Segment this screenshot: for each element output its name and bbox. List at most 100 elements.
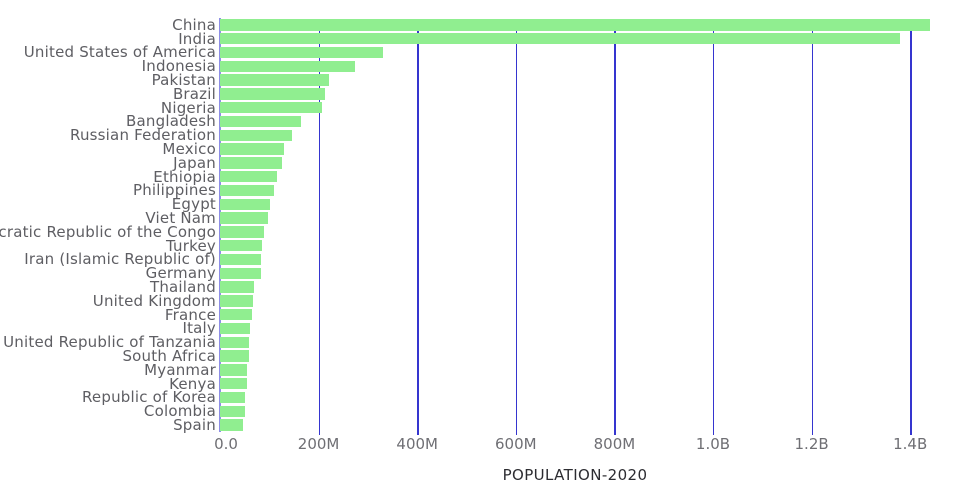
bar-row: United States of America <box>0 43 960 62</box>
population-bar <box>220 88 325 100</box>
gridline-400M <box>417 19 419 435</box>
population-bar <box>220 419 244 431</box>
population-bar <box>220 60 355 72</box>
x-tick-label: 600M <box>495 435 537 453</box>
country-label: India <box>178 29 216 48</box>
country-label: Kenya <box>169 374 216 393</box>
population-bar <box>220 101 322 114</box>
bar-row: Mexico <box>0 140 960 159</box>
x-axis-title: POPULATION-2020 <box>502 466 648 484</box>
x-tick-label: 400M <box>396 435 438 453</box>
population-bar <box>220 295 254 307</box>
population-bar <box>220 336 250 348</box>
bar-row: Bangladesh <box>0 112 960 131</box>
country-label: United Kingdom <box>92 291 216 310</box>
population-bar <box>220 308 253 321</box>
country-label: Democratic Republic of the Congo <box>0 222 216 241</box>
bar-row: Thailand <box>0 278 960 297</box>
population-bar <box>220 322 250 335</box>
bar-row: Nigeria <box>0 98 960 117</box>
bar-row: Pakistan <box>0 71 960 90</box>
bar-row: Iran (Islamic Republic of) <box>0 250 960 269</box>
country-label: Russian Federation <box>70 126 216 145</box>
country-label: Viet Nam <box>145 209 216 228</box>
population-bar <box>220 32 901 45</box>
country-label: Iran (Islamic Republic of) <box>24 250 216 269</box>
population-bar <box>220 226 265 238</box>
country-label: Colombia <box>143 402 216 421</box>
gridline-200M <box>318 19 320 435</box>
population-bar <box>220 212 268 224</box>
x-tick-label: 200M <box>297 435 340 453</box>
gridline-1400M <box>910 19 912 435</box>
population-bar <box>220 377 247 390</box>
gridline-800M <box>614 19 616 435</box>
population-bar <box>220 184 275 197</box>
population-bar <box>220 129 292 141</box>
population-bar <box>220 253 262 266</box>
population-bar <box>220 391 246 404</box>
population-bar <box>220 281 255 293</box>
country-label: Bangladesh <box>126 112 216 131</box>
population-bar <box>220 115 302 128</box>
country-label: Ethiopia <box>153 167 216 186</box>
population-bar <box>220 46 384 59</box>
population-bar <box>220 198 271 210</box>
bar-row: Russian Federation <box>0 126 960 145</box>
country-label: Spain <box>173 416 216 435</box>
bar-row: Turkey <box>0 236 960 255</box>
bar-row: United Republic of Tanzania <box>0 333 960 352</box>
bar-row: Colombia <box>0 402 960 421</box>
x-tick-label: 1.2B <box>794 435 829 453</box>
gridline-1200M <box>811 19 813 435</box>
bar-row: Myanmar <box>0 360 960 379</box>
population-bar <box>220 364 247 376</box>
country-label: China <box>172 15 216 34</box>
population-bar <box>220 239 262 252</box>
y-axis-zero-line <box>219 18 221 432</box>
population-bar <box>220 267 262 279</box>
country-label: Nigeria <box>160 98 216 117</box>
bar-row: India <box>0 29 960 48</box>
bar-row: Spain <box>0 416 960 435</box>
population-bar <box>220 74 329 86</box>
x-tick-label: 1.0B <box>695 435 731 453</box>
bar-row: Japan <box>0 153 960 172</box>
bar-row: Germany <box>0 264 960 282</box>
bar-row: China <box>0 15 960 34</box>
country-label: Brazil <box>172 84 216 103</box>
population-bar <box>220 170 277 183</box>
population-bar <box>220 143 284 155</box>
population-bar <box>220 405 246 417</box>
country-label: Turkey <box>165 236 216 255</box>
country-label: Republic of Korea <box>81 388 216 407</box>
bar-row: Brazil <box>0 84 960 103</box>
bar-row: France <box>0 306 960 324</box>
country-label: Italy <box>182 319 216 338</box>
country-label: Pakistan <box>151 71 216 90</box>
bar-row: United Kingdom <box>0 291 960 310</box>
country-label: Philippines <box>132 181 216 200</box>
country-label: South Africa <box>122 347 216 366</box>
country-label: Thailand <box>149 278 216 297</box>
bar-row: Republic of Korea <box>0 388 960 407</box>
country-label: Mexico <box>162 140 216 159</box>
x-tick-label: 0.0 <box>214 435 238 453</box>
x-tick-label: 1.4B <box>893 435 928 453</box>
bar-row: South Africa <box>0 347 960 366</box>
country-label: Myanmar <box>144 360 216 379</box>
country-label: Japan <box>173 153 216 172</box>
gridline-1000M <box>713 19 715 435</box>
population-bar <box>220 157 283 169</box>
country-label: Indonesia <box>141 57 216 76</box>
population-bar <box>220 19 930 31</box>
bar-row: Ethiopia <box>0 167 960 186</box>
country-label: United Republic of Tanzania <box>3 333 216 352</box>
bar-row: Italy <box>0 319 960 338</box>
bar-row: Viet Nam <box>0 209 960 228</box>
bar-row: Kenya <box>0 374 960 393</box>
country-label: Egypt <box>171 195 216 214</box>
country-label: United States of America <box>23 43 216 62</box>
x-tick-label: 800M <box>593 435 636 453</box>
